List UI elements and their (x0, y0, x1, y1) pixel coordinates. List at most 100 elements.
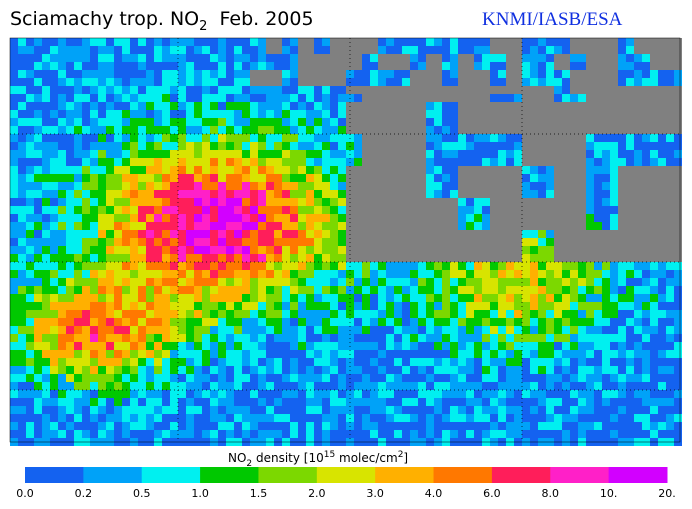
map-cell (586, 350, 594, 358)
map-cell (138, 206, 146, 214)
map-cell (482, 302, 490, 310)
map-cell (498, 38, 506, 46)
map-cell (626, 206, 634, 214)
map-cell (202, 310, 210, 318)
map-cell (394, 278, 402, 286)
map-cell (450, 302, 458, 310)
map-cell (666, 422, 674, 430)
map-cell (578, 158, 586, 166)
map-cell (506, 182, 514, 190)
map-cell (226, 382, 234, 390)
map-cell (258, 54, 266, 62)
map-cell (634, 134, 642, 142)
map-cell (578, 286, 586, 294)
map-cell (202, 94, 210, 102)
map-cell (570, 86, 578, 94)
map-cell (618, 310, 626, 318)
map-cell (194, 350, 202, 358)
map-cell (242, 366, 250, 374)
map-cell (418, 118, 426, 126)
map-cell (394, 254, 402, 262)
map-cell (234, 198, 242, 206)
map-cell (34, 182, 42, 190)
map-cell (10, 62, 18, 70)
map-cell (74, 430, 82, 438)
map-cell (42, 166, 50, 174)
map-cell (474, 278, 482, 286)
map-cell (498, 86, 506, 94)
map-cell (554, 414, 562, 422)
map-cell (226, 238, 234, 246)
map-cell (442, 38, 450, 46)
map-cell (322, 374, 330, 382)
map-cell (162, 374, 170, 382)
map-cell (186, 302, 194, 310)
map-cell (530, 62, 538, 70)
map-cell (194, 254, 202, 262)
map-cell (578, 382, 586, 390)
map-cell (490, 302, 498, 310)
map-cell (546, 110, 554, 118)
map-cell (578, 110, 586, 118)
map-cell (626, 62, 634, 70)
map-cell (530, 102, 538, 110)
map-cell (18, 406, 26, 414)
map-cell (258, 238, 266, 246)
map-cell (354, 318, 362, 326)
map-cell (194, 86, 202, 94)
map-cell (570, 54, 578, 62)
map-cell (514, 334, 522, 342)
map-cell (338, 158, 346, 166)
map-cell (466, 422, 474, 430)
map-cell (466, 334, 474, 342)
map-cell (330, 142, 338, 150)
map-cell (490, 286, 498, 294)
map-cell (474, 238, 482, 246)
map-cell (290, 366, 298, 374)
map-cell (154, 230, 162, 238)
map-cell (554, 126, 562, 134)
map-cell (210, 358, 218, 366)
map-cell (290, 150, 298, 158)
map-cell (274, 366, 282, 374)
map-cell (338, 326, 346, 334)
map-cell (434, 110, 442, 118)
map-cell (10, 174, 18, 182)
map-cell (618, 430, 626, 438)
map-cell (570, 230, 578, 238)
map-cell (242, 70, 250, 78)
map-cell (154, 286, 162, 294)
map-cell (426, 254, 434, 262)
map-cell (490, 222, 498, 230)
map-cell (266, 302, 274, 310)
colorbar-tick-label: 20. (658, 487, 676, 500)
map-cell (482, 190, 490, 198)
map-cell (514, 382, 522, 390)
map-cell (610, 374, 618, 382)
map-cell (338, 214, 346, 222)
map-cell (242, 390, 250, 398)
map-cell (666, 102, 674, 110)
map-cell (210, 190, 218, 198)
map-cell (618, 182, 626, 190)
map-cell (146, 158, 154, 166)
map-cell (450, 366, 458, 374)
map-cell (106, 46, 114, 54)
map-cell (338, 206, 346, 214)
map-cell (354, 294, 362, 302)
map-cell (362, 246, 370, 254)
map-cell (258, 62, 266, 70)
map-cell (466, 270, 474, 278)
map-cell (674, 126, 682, 134)
map-cell (570, 406, 578, 414)
map-cell (130, 390, 138, 398)
map-cell (154, 142, 162, 150)
map-cell (330, 430, 338, 438)
map-cell (66, 182, 74, 190)
map-cell (194, 214, 202, 222)
map-cell (154, 254, 162, 262)
map-cell (474, 270, 482, 278)
map-cell (370, 342, 378, 350)
map-cell (282, 358, 290, 366)
map-cell (274, 70, 282, 78)
